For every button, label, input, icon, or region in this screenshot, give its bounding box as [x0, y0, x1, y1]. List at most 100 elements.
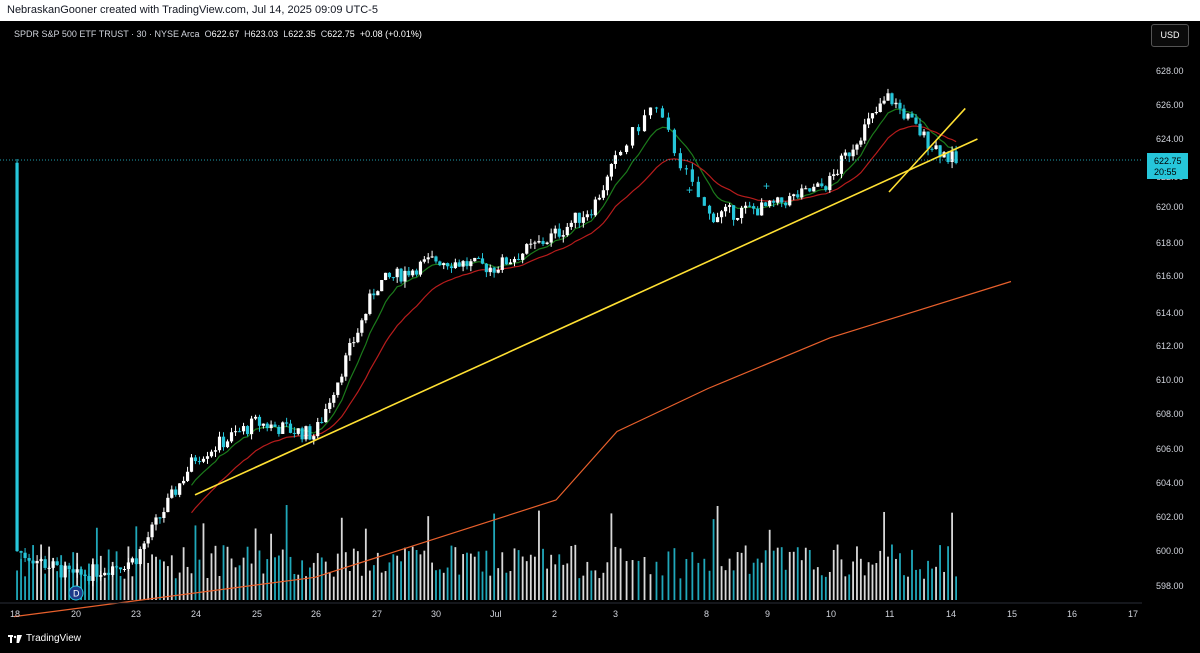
- attribution-text: NebraskanGooner created with TradingView…: [7, 4, 378, 16]
- candle-body: [715, 217, 720, 223]
- volume-bar: [792, 551, 795, 600]
- tradingview-brand[interactable]: TradingView: [8, 633, 81, 644]
- candle-body: [344, 355, 348, 377]
- candle-body: [75, 569, 79, 573]
- candle-body: [918, 123, 922, 136]
- candle-body: [938, 145, 942, 158]
- volume-bar: [336, 553, 339, 600]
- volume-bar: [800, 560, 803, 600]
- chart-panel[interactable]: [0, 21, 1200, 653]
- candle-body: [484, 263, 488, 273]
- candle-body: [926, 131, 930, 149]
- candle-body: [504, 257, 508, 265]
- candle-body: [352, 342, 356, 344]
- volume-bar: [517, 550, 520, 600]
- volume-bar: [123, 578, 126, 600]
- candle-body: [500, 257, 504, 270]
- candle-body: [261, 423, 265, 426]
- candle-body: [488, 267, 492, 273]
- volume-bar: [712, 519, 715, 600]
- candle-body: [150, 524, 154, 538]
- volume-bar: [812, 569, 815, 600]
- volume-bar: [879, 550, 882, 600]
- volume-bar: [525, 561, 528, 600]
- volume-bar: [427, 516, 430, 600]
- volume-bar: [796, 547, 799, 600]
- candle-body: [19, 551, 23, 553]
- y-tick-label: 626.00: [1156, 100, 1184, 110]
- volume-bar: [218, 575, 221, 600]
- tradingview-logo-icon: [8, 634, 22, 643]
- candle-body: [541, 241, 545, 244]
- candle-body: [229, 432, 234, 442]
- candle-body: [597, 197, 601, 200]
- volume-bar: [562, 564, 565, 600]
- y-tick-label: 618.00: [1156, 238, 1184, 248]
- volume-bar: [550, 554, 553, 600]
- volume-bar: [435, 570, 437, 600]
- volume-bar: [182, 547, 185, 600]
- volume-bar: [871, 564, 874, 600]
- candle-body: [209, 451, 214, 457]
- volume-bar: [649, 574, 652, 600]
- candle-body: [630, 127, 635, 146]
- candle-body: [549, 233, 553, 243]
- candle-body: [285, 422, 289, 424]
- candle-body: [39, 559, 43, 561]
- candle-body: [111, 566, 115, 575]
- volume-bar: [631, 560, 634, 600]
- volume-bar: [832, 549, 835, 600]
- candlesticks: [15, 88, 958, 587]
- volume-bar: [407, 551, 410, 600]
- volume-bar: [852, 561, 854, 600]
- volume-bar: [368, 570, 371, 600]
- volume-bar: [542, 548, 544, 600]
- volume-bar: [724, 570, 727, 600]
- candle-body: [197, 461, 202, 463]
- volume-bar: [16, 570, 18, 600]
- volume-bar: [863, 575, 866, 600]
- symbol-legend: SPDR S&P 500 ETF TRUST · 30 · NYSE Arca …: [14, 29, 422, 39]
- x-tick-label: 15: [1007, 609, 1017, 619]
- volume-bar: [308, 567, 311, 600]
- currency-button[interactable]: USD: [1151, 24, 1189, 47]
- volume-bar: [740, 552, 743, 600]
- candle-body: [740, 207, 744, 219]
- trendline: [888, 107, 966, 193]
- volume-bar: [788, 551, 791, 600]
- y-tick-label: 602.00: [1156, 512, 1184, 522]
- volume-bar: [458, 574, 461, 600]
- earnings-marker[interactable]: D: [68, 585, 84, 601]
- volume-bar: [955, 576, 957, 600]
- candle-body: [537, 241, 541, 243]
- volume-bar: [48, 546, 51, 600]
- y-tick-label: 612.00: [1156, 341, 1184, 351]
- candle-body: [449, 266, 454, 269]
- close-value: 622.75: [327, 29, 355, 39]
- candle-body: [178, 483, 182, 495]
- candle-body: [529, 243, 533, 245]
- candle-body: [364, 313, 368, 321]
- candle-body: [414, 270, 419, 275]
- volume-bar: [836, 544, 839, 600]
- volume-bar: [446, 567, 449, 600]
- candle-body: [748, 205, 752, 207]
- volume-bar: [748, 573, 751, 600]
- volume-bar: [594, 570, 597, 600]
- candle-body: [23, 552, 27, 559]
- candle-body: [764, 202, 768, 207]
- volume-bar: [56, 571, 59, 600]
- x-tick-label: 11: [885, 609, 894, 619]
- candle-body: [27, 558, 31, 561]
- volume-bar: [820, 575, 823, 600]
- candle-body: [866, 118, 871, 125]
- candle-body: [189, 457, 194, 472]
- volume-bar: [466, 552, 468, 600]
- candle-body: [832, 174, 836, 176]
- last-price-countdown: 20:55: [1154, 167, 1177, 177]
- volume-bar: [947, 546, 949, 600]
- x-tick-label: Jul: [490, 609, 502, 619]
- volume-bar: [578, 578, 581, 600]
- volume-bar: [194, 525, 197, 600]
